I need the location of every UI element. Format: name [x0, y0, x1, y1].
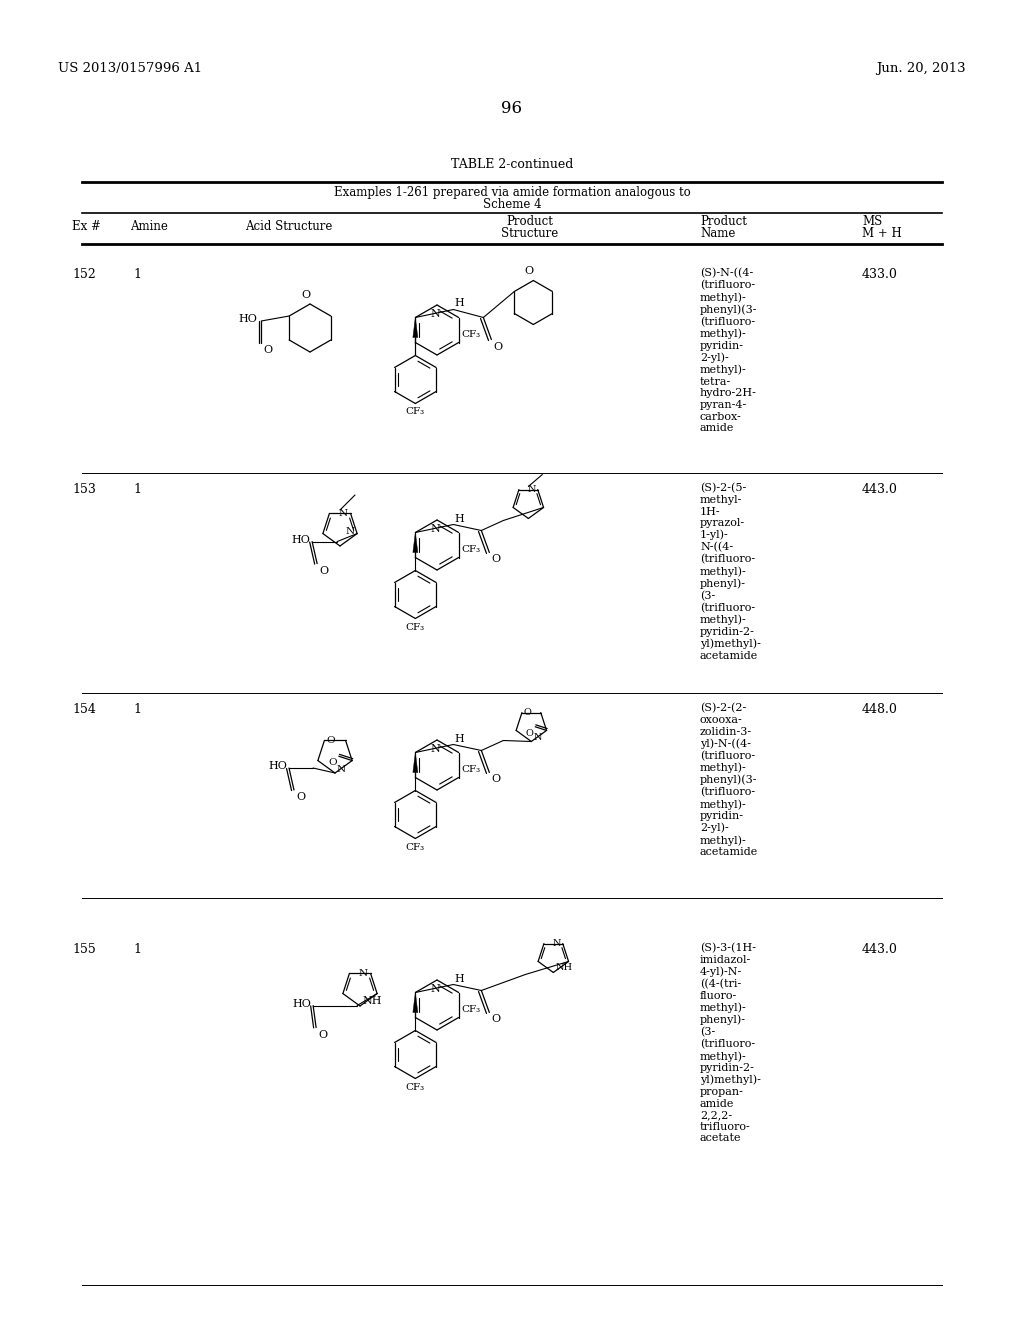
Text: TABLE 2-continued: TABLE 2-continued: [451, 158, 573, 172]
Text: MS: MS: [862, 215, 883, 228]
Text: N: N: [358, 969, 368, 978]
Text: H: H: [455, 734, 464, 743]
Text: 1: 1: [133, 268, 141, 281]
Text: (S)-2-(2-
oxooxa-
zolidin-3-
yl)-N-((4-
(trifluoro-
methyl)-
phenyl)(3-
(trifluo: (S)-2-(2- oxooxa- zolidin-3- yl)-N-((4- …: [700, 704, 758, 857]
Text: CF₃: CF₃: [462, 330, 481, 339]
Text: N: N: [552, 939, 561, 948]
Text: Examples 1-261 prepared via amide formation analogous to: Examples 1-261 prepared via amide format…: [334, 186, 690, 199]
Text: H: H: [455, 513, 464, 524]
Text: Structure: Structure: [502, 227, 559, 240]
Text: O: O: [263, 345, 272, 355]
Text: CF₃: CF₃: [406, 623, 425, 631]
Text: CF₃: CF₃: [462, 1005, 481, 1014]
Text: N: N: [534, 733, 542, 742]
Text: O: O: [327, 737, 335, 744]
Text: HO: HO: [268, 762, 287, 771]
Text: CF₃: CF₃: [462, 545, 481, 554]
Text: 448.0: 448.0: [862, 704, 898, 715]
Text: US 2013/0157996 A1: US 2013/0157996 A1: [58, 62, 202, 75]
Text: O: O: [492, 554, 501, 565]
Text: M + H: M + H: [862, 227, 902, 240]
Text: O: O: [319, 565, 329, 576]
Text: H: H: [455, 974, 464, 983]
Text: Product: Product: [700, 215, 746, 228]
Text: O: O: [494, 342, 503, 351]
Text: NH: NH: [555, 964, 572, 972]
Text: 153: 153: [72, 483, 96, 496]
Text: 443.0: 443.0: [862, 483, 898, 496]
Text: 96: 96: [502, 100, 522, 117]
Text: 1: 1: [133, 483, 141, 496]
Text: O: O: [524, 708, 531, 717]
Polygon shape: [413, 993, 418, 1012]
Text: O: O: [318, 1030, 328, 1040]
Text: (S)-3-(1H-
imidazol-
4-yl)-N-
((4-(tri-
fluoro-
methyl)-
phenyl)-
(3-
(trifluoro: (S)-3-(1H- imidazol- 4-yl)-N- ((4-(tri- …: [700, 942, 761, 1143]
Text: (S)-N-((4-
(trifluoro-
methyl)-
phenyl)(3-
(trifluoro-
methyl)-
pyridin-
2-yl)-
: (S)-N-((4- (trifluoro- methyl)- phenyl)(…: [700, 268, 758, 433]
Text: N: N: [430, 983, 440, 994]
Text: O: O: [301, 290, 310, 300]
Text: 433.0: 433.0: [862, 268, 898, 281]
Text: Product: Product: [507, 215, 553, 228]
Text: Amine: Amine: [130, 220, 168, 234]
Text: O: O: [296, 792, 305, 803]
Text: N: N: [430, 309, 440, 319]
Text: 155: 155: [72, 942, 96, 956]
Polygon shape: [413, 318, 418, 338]
Text: 1: 1: [133, 704, 141, 715]
Text: N: N: [346, 527, 355, 536]
Text: Name: Name: [700, 227, 735, 240]
Polygon shape: [413, 532, 418, 553]
Text: 443.0: 443.0: [862, 942, 898, 956]
Text: H: H: [455, 298, 464, 309]
Text: O: O: [492, 775, 501, 784]
Text: 152: 152: [72, 268, 96, 281]
Text: Ex #: Ex #: [72, 220, 101, 234]
Text: CF₃: CF₃: [406, 408, 425, 417]
Text: Scheme 4: Scheme 4: [482, 198, 542, 211]
Text: O: O: [524, 267, 534, 276]
Text: CF₃: CF₃: [406, 842, 425, 851]
Text: (S)-2-(5-
methyl-
1H-
pyrazol-
1-yl)-
N-((4-
(trifluoro-
methyl)-
phenyl)-
(3-
(: (S)-2-(5- methyl- 1H- pyrazol- 1-yl)- N-…: [700, 483, 761, 660]
Text: CF₃: CF₃: [406, 1082, 425, 1092]
Text: O: O: [492, 1015, 501, 1024]
Text: HO: HO: [239, 314, 257, 323]
Polygon shape: [413, 752, 418, 772]
Text: O: O: [525, 729, 534, 738]
Text: 1: 1: [133, 942, 141, 956]
Text: N: N: [430, 744, 440, 754]
Text: N: N: [430, 524, 440, 535]
Text: NH: NH: [362, 997, 382, 1006]
Text: HO: HO: [292, 998, 311, 1008]
Text: N: N: [527, 484, 536, 494]
Text: O: O: [328, 758, 337, 767]
Text: N: N: [337, 764, 346, 774]
Text: CF₃: CF₃: [462, 766, 481, 774]
Text: 154: 154: [72, 704, 96, 715]
Text: Acid Structure: Acid Structure: [245, 220, 333, 234]
Text: N: N: [339, 510, 347, 517]
Text: HO: HO: [291, 535, 310, 545]
Text: Jun. 20, 2013: Jun. 20, 2013: [877, 62, 966, 75]
